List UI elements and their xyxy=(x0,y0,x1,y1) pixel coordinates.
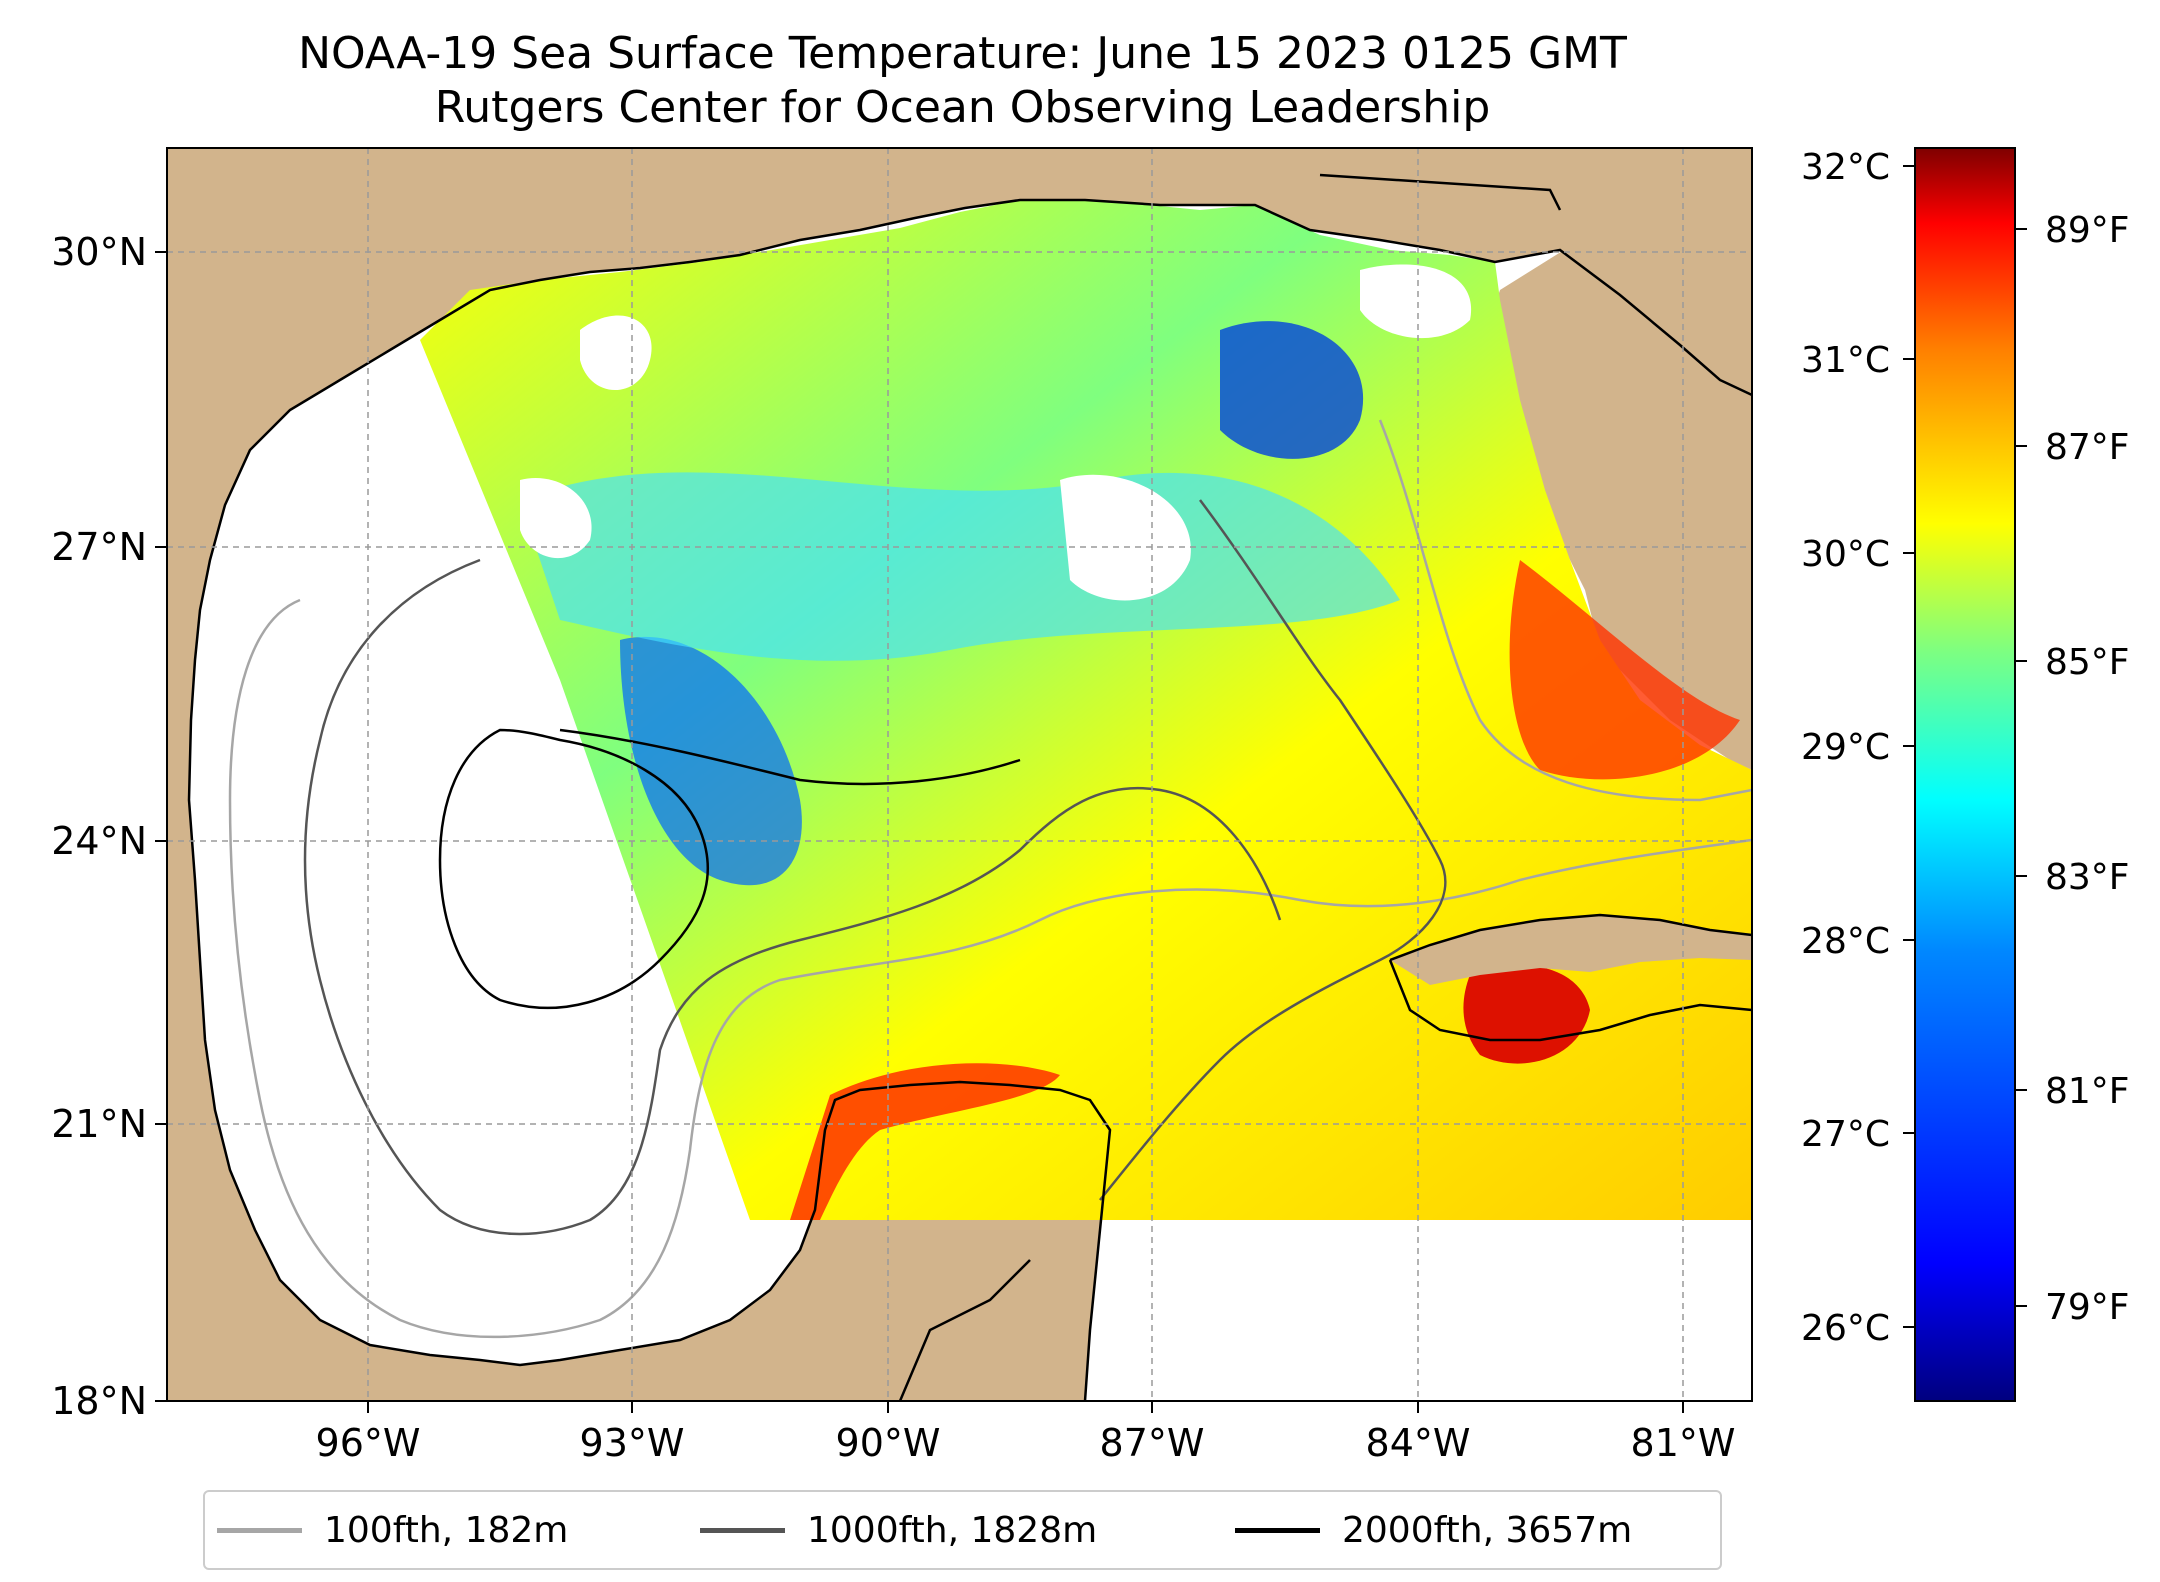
lat-label-27n: 27°N xyxy=(51,525,147,569)
lon-label-96w: 96°W xyxy=(316,1421,421,1465)
map-frame xyxy=(166,147,1753,1402)
lon-label-81w: 81°W xyxy=(1631,1421,1736,1465)
land-florida xyxy=(1490,148,1752,770)
sst-warm-yucatan xyxy=(790,1063,1060,1220)
lat-label-18n: 18°N xyxy=(51,1379,147,1423)
colorbar-label-83f: 83°F xyxy=(2045,857,2130,898)
lat-label-30n: 30°N xyxy=(51,230,147,274)
lon-label-90w: 90°W xyxy=(836,1421,941,1465)
contour-2000fth xyxy=(438,728,1021,1010)
coastline-us xyxy=(187,198,1752,1401)
axis-ticks xyxy=(155,251,1684,1413)
colorbar-label-27c: 27°C xyxy=(1801,1114,1890,1155)
legend-item-100fth: 100fth, 182m xyxy=(217,1492,568,1568)
bathymetry-contours xyxy=(228,419,1752,1339)
colorbar-label-79f: 79°F xyxy=(2045,1287,2130,1328)
gridlines xyxy=(167,148,1752,1401)
colorbar-label-28c: 28°C xyxy=(1801,921,1890,962)
lon-label-87w: 87°W xyxy=(1100,1421,1205,1465)
border-florida-alabama xyxy=(1319,173,1562,211)
legend-line-1000fth xyxy=(700,1527,785,1533)
border-mexico-guatemala xyxy=(898,1259,1031,1401)
legend-label-2000fth: 2000fth, 3657m xyxy=(1342,1509,1633,1551)
sst-cloud-1 xyxy=(580,315,652,390)
legend-label-1000fth: 1000fth, 1828m xyxy=(807,1509,1098,1551)
lon-label-93w: 93°W xyxy=(580,1421,685,1465)
legend-line-2000fth xyxy=(1235,1527,1320,1533)
lat-label-24n: 24°N xyxy=(51,819,147,863)
colorbar-ticks xyxy=(1903,165,2027,1328)
sst-cold-patch-west xyxy=(620,636,802,886)
map-area xyxy=(167,148,1752,1401)
map-subtitle: Rutgers Center for Ocean Observing Leade… xyxy=(434,82,1491,133)
sst-cold-patch-north xyxy=(1220,321,1364,459)
colorbar-label-81f: 81°F xyxy=(2045,1071,2130,1112)
colorbar-label-85f: 85°F xyxy=(2045,642,2130,683)
lat-label-21n: 21°N xyxy=(51,1102,147,1146)
colorbar-label-29c: 29°C xyxy=(1801,727,1890,768)
contour-legend: 100fth, 182m 1000fth, 1828m 2000fth, 365… xyxy=(203,1490,1722,1570)
sst-cloud-2 xyxy=(520,478,592,559)
legend-item-1000fth: 1000fth, 1828m xyxy=(700,1492,1097,1568)
legend-line-100fth xyxy=(217,1527,302,1533)
colorbar-label-32c: 32°C xyxy=(1801,147,1890,188)
legend-item-2000fth: 2000fth, 3657m xyxy=(1235,1492,1632,1568)
colorbar xyxy=(1914,147,2016,1402)
lon-label-84w: 84°W xyxy=(1366,1421,1471,1465)
contour-100fth xyxy=(228,419,1752,1339)
sst-cloud-4 xyxy=(1360,264,1472,339)
land-cuba-top xyxy=(1390,915,1752,985)
colorbar-label-89f: 89°F xyxy=(2045,210,2130,251)
colorbar-label-87f: 87°F xyxy=(2045,427,2130,468)
legend-label-100fth: 100fth, 182m xyxy=(324,1509,569,1551)
colorbar-label-31c: 31°C xyxy=(1801,340,1890,381)
sst-cloud-3 xyxy=(1060,474,1191,601)
map-title: NOAA-19 Sea Surface Temperature: June 15… xyxy=(298,28,1627,79)
colorbar-label-26c: 26°C xyxy=(1801,1308,1890,1349)
colorbar-label-30c: 30°C xyxy=(1801,534,1890,575)
contour-1000fth xyxy=(303,499,1447,1236)
